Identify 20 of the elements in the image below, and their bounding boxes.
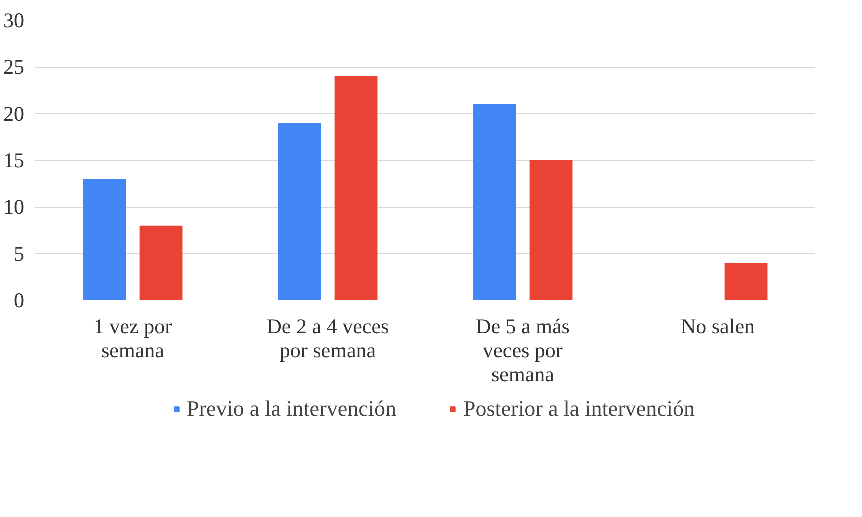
bar: [334, 76, 378, 300]
x-tick-label: De 5 a más veces por semana: [476, 314, 570, 386]
bar: [140, 226, 183, 300]
bar: [724, 263, 768, 300]
legend-label: Posterior a la intervención: [464, 396, 696, 422]
y-tick-label: 15: [4, 148, 24, 172]
x-tick-label: 1 vez por semana: [94, 314, 172, 362]
y-tick-label: 5: [14, 242, 24, 266]
y-tick-label: 0: [14, 288, 24, 312]
x-tick-label: De 2 a 4 veces por semana: [266, 314, 390, 362]
y-tick-label: 10: [4, 195, 24, 220]
y-tick-label: 25: [4, 55, 24, 80]
y-tick-label: 30: [4, 8, 24, 32]
x-tick-label: No salen: [680, 314, 756, 338]
bar: [530, 160, 573, 300]
legend-label: Previo a la intervención: [186, 396, 396, 422]
bar: [278, 123, 322, 300]
bar: [473, 104, 516, 300]
y-tick-label: 20: [4, 102, 24, 126]
bar: [83, 179, 126, 300]
